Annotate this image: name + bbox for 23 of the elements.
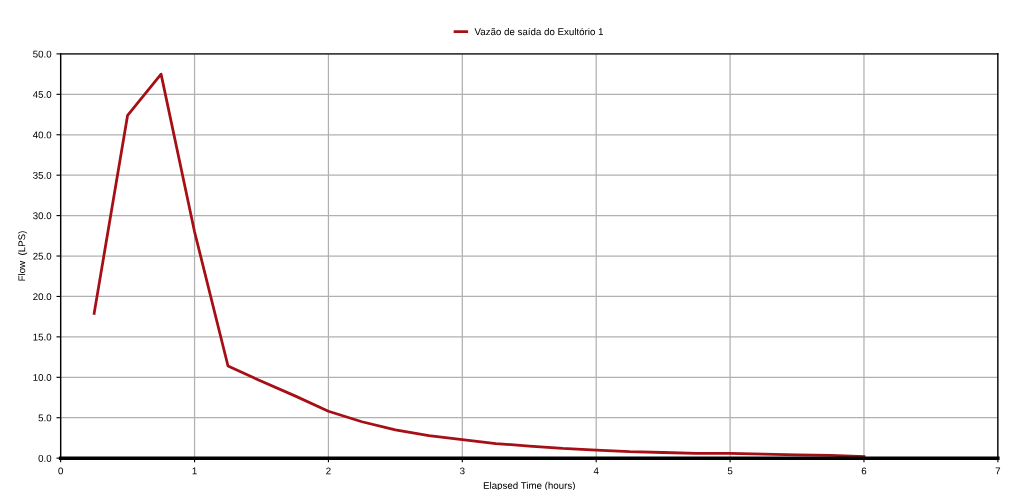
line-series [92, 72, 866, 458]
x-axis-title: Elapsed Time (hours) [483, 481, 575, 490]
x-tick-label: 5 [727, 467, 733, 475]
x-tick-label: 6 [861, 467, 867, 475]
y-tick-label: 0.0 [38, 454, 52, 462]
y-tick-label: 20.0 [33, 293, 52, 301]
y-tick-label: 50.0 [33, 50, 52, 58]
y-tick-label: 5.0 [38, 414, 52, 422]
y-tick-label: 15.0 [33, 333, 52, 341]
y-tick-label: 45.0 [32, 91, 52, 98]
y-tick-label: 30.0 [33, 212, 52, 220]
x-tick-label: 3 [459, 467, 465, 475]
legend-label: Vazão de saída do Exultório 1 [474, 27, 604, 36]
y-tick-label: 35.0 [33, 171, 52, 179]
x-tick-label: 7 [995, 467, 1001, 475]
x-tick-label: 2 [326, 467, 331, 475]
y-tick-label: 25.0 [33, 252, 52, 260]
x-tick-label: 1 [192, 467, 197, 475]
y-tick-label: 10.0 [33, 374, 52, 381]
x-tick-label: 0 [58, 467, 63, 475]
x-tick-label: 4 [593, 467, 599, 475]
y-axis-title: Flow (LPS) [18, 231, 28, 281]
y-tick-label: 40.0 [32, 131, 52, 139]
